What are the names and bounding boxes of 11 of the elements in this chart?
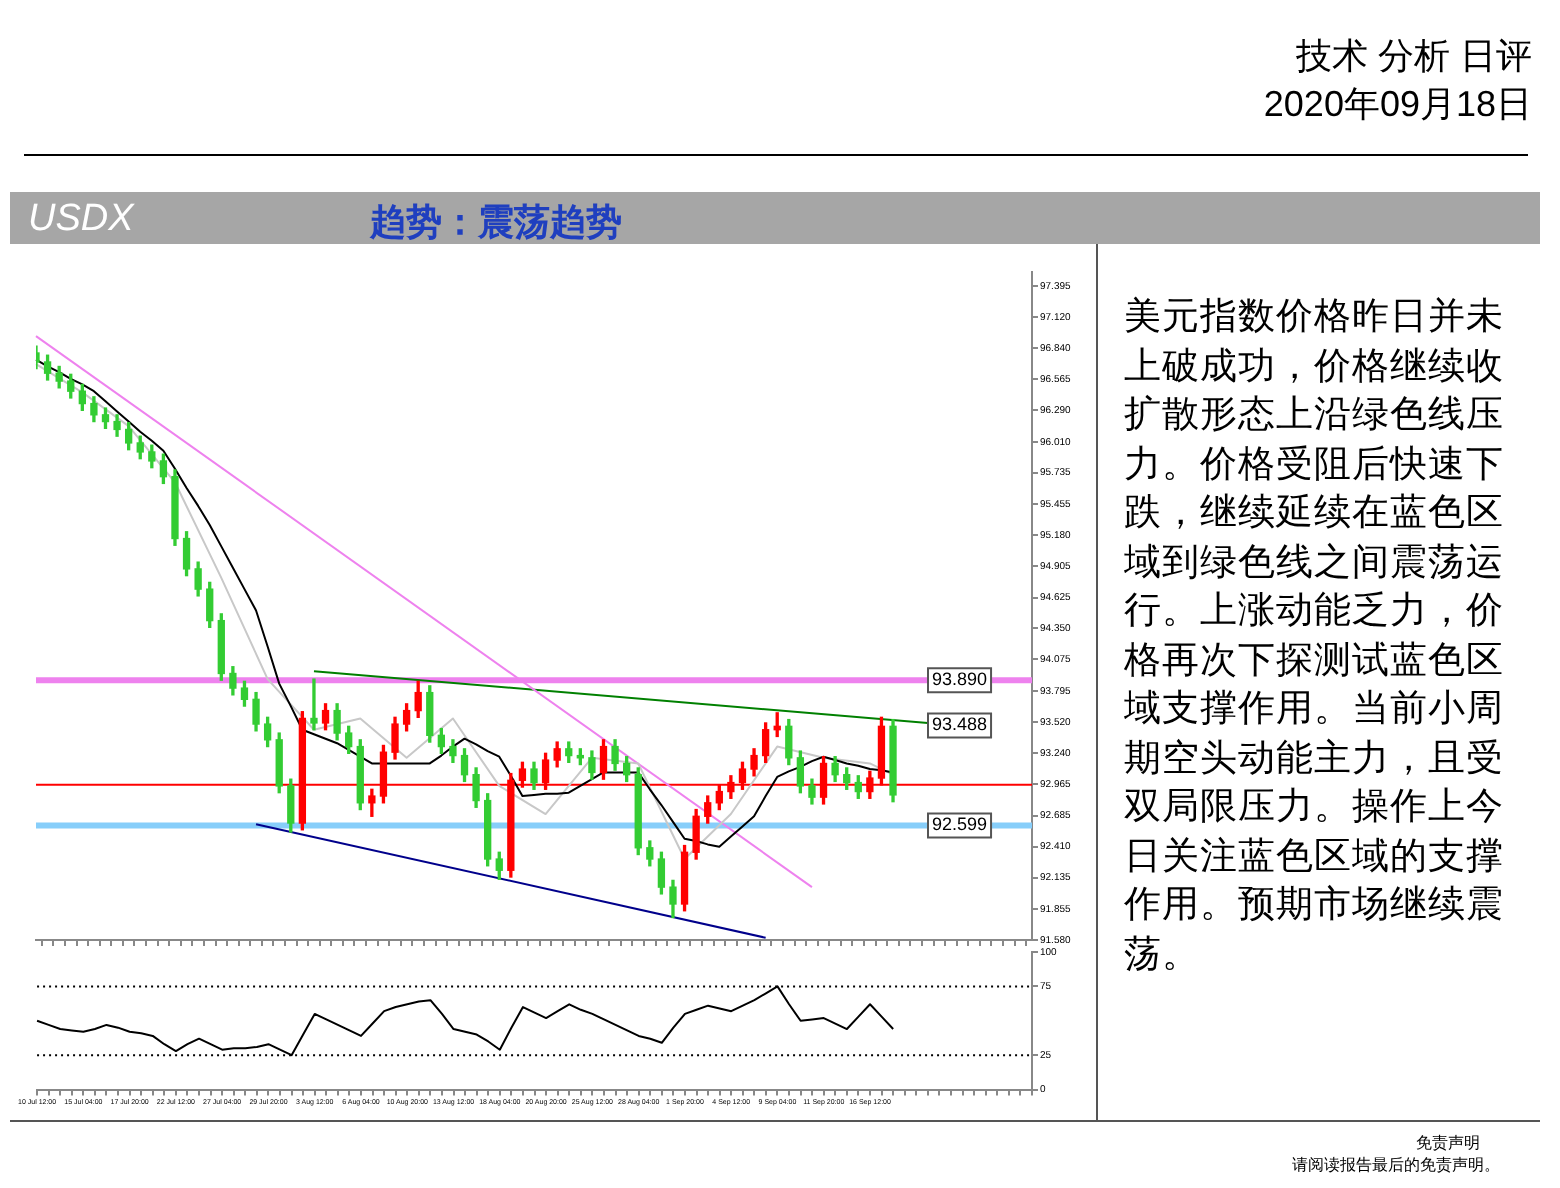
ref-line-label: 92.599 [932, 814, 988, 835]
text: 免责声明 [1416, 1132, 1480, 1154]
annotation: 93.488 [932, 714, 988, 735]
text: 美元指数价格昨日并未上破成功，价格继续收扩散形态上沿绿色线压力。价格受阻后快速下跌，继续延续在蓝色区域到绿色线之间震荡运行。上涨动能乏力，价格再次下探测试蓝色区域支撑作用。当前小周期空头动能主力，且受双局限压力。操作上今日关注蓝色区域的支撑作用。预期市场继续震荡。 [1124, 294, 1504, 973]
chart-title: USDX [28, 198, 134, 242]
ref-line-label: 93.890 [932, 669, 988, 690]
text: 请阅读报告最后的免责声明。 [1292, 1154, 1500, 1176]
chart-subtitle: 趋势：震荡趋势 [370, 200, 622, 246]
candlestick [310, 678, 318, 731]
text: 2020年09月18日 [1263, 82, 1532, 128]
text: 技术 分析 日评 [1293, 34, 1532, 80]
